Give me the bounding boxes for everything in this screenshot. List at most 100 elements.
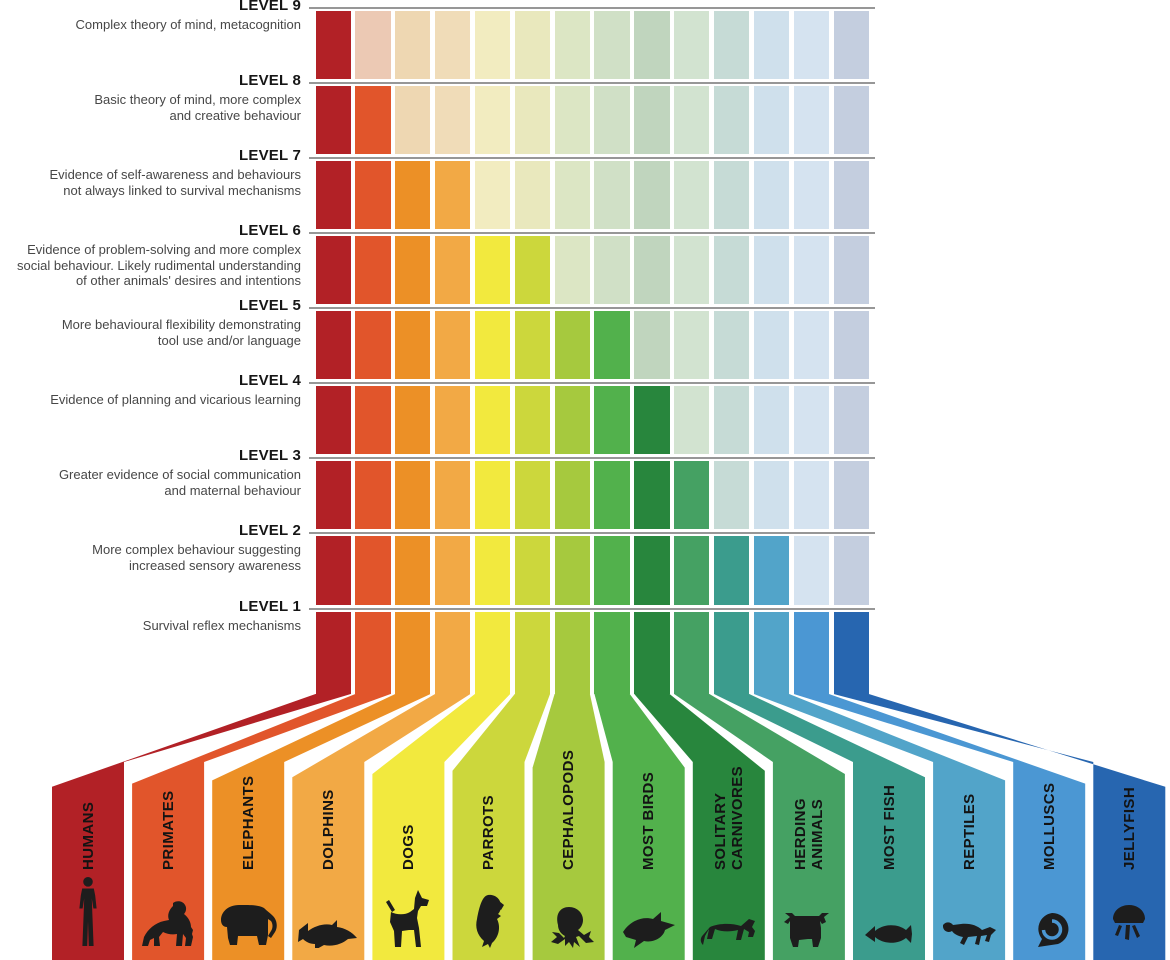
ribbon-cow xyxy=(674,694,845,960)
grid-cell xyxy=(634,86,670,154)
dolphin-icon xyxy=(298,920,358,948)
grid-cell xyxy=(833,461,869,529)
grid-cell xyxy=(634,461,670,529)
ribbon-flying-bird xyxy=(594,694,685,960)
grid-cell xyxy=(395,161,431,229)
level-description-2: More complex behaviour suggesting increa… xyxy=(92,542,301,573)
level-label-1: LEVEL 1 xyxy=(239,598,301,615)
grid-cell xyxy=(753,11,790,79)
grid-cell xyxy=(634,11,670,79)
grid-cell xyxy=(554,386,590,454)
grid-cell xyxy=(594,461,630,529)
grid-cell xyxy=(594,11,630,79)
animal-label: MOLLUSCS xyxy=(1040,782,1058,870)
ribbon-elephant xyxy=(212,694,431,960)
ribbon-lizard xyxy=(753,694,1006,960)
ribbon-big-cat xyxy=(634,694,765,960)
grid-cell xyxy=(355,161,391,229)
grid-cell xyxy=(714,461,750,529)
level-line-1 xyxy=(309,608,875,610)
grid-cell xyxy=(395,311,431,379)
grid-cell xyxy=(395,536,431,605)
grid-cell xyxy=(435,86,471,154)
grid-cell xyxy=(315,386,351,454)
animal-label: JELLYFISH xyxy=(1120,786,1138,870)
grid-cell xyxy=(714,536,750,605)
grid-cell xyxy=(474,536,511,605)
grid-cell xyxy=(435,161,471,229)
grid-cell xyxy=(674,612,710,694)
grid-cell xyxy=(793,236,829,304)
grid-cell xyxy=(554,236,590,304)
grid-cell xyxy=(435,461,471,529)
grid-cell xyxy=(793,311,829,379)
grid-cell xyxy=(514,236,551,304)
grid-cell xyxy=(355,536,391,605)
elephant-icon xyxy=(221,905,277,945)
grid-cell xyxy=(514,461,551,529)
grid-cell xyxy=(634,612,670,694)
grid-cell xyxy=(833,236,869,304)
grid-cell xyxy=(474,612,511,694)
animal-label: DOLPHINS xyxy=(319,789,337,870)
level-label-5: LEVEL 5 xyxy=(239,297,301,314)
grid-cell xyxy=(355,86,391,154)
grid-cell xyxy=(395,11,431,79)
ribbon-octopus xyxy=(532,694,605,960)
ribbon-primate xyxy=(132,694,391,960)
level-label-4: LEVEL 4 xyxy=(239,372,301,389)
grid-cell xyxy=(833,536,869,605)
grid-cell xyxy=(554,86,590,154)
grid-cell xyxy=(395,86,431,154)
animal-label: ELEPHANTS xyxy=(239,775,257,870)
dog-icon xyxy=(386,890,430,947)
level-line-4 xyxy=(309,382,875,384)
grid-cell xyxy=(474,311,511,379)
snail-shell-icon xyxy=(1038,912,1069,947)
grid-cell xyxy=(315,86,351,154)
grid-cell xyxy=(514,161,551,229)
grid-cell xyxy=(674,386,710,454)
grid-cell xyxy=(554,461,590,529)
grid-cell xyxy=(554,161,590,229)
grid-cell xyxy=(355,236,391,304)
grid-cell xyxy=(355,612,391,694)
level-line-2 xyxy=(309,532,875,534)
grid-cell xyxy=(395,612,431,694)
grid-cell xyxy=(753,536,790,605)
octopus-icon xyxy=(550,907,594,948)
grid-cell xyxy=(674,311,710,379)
grid-cell xyxy=(474,461,511,529)
grid-cell xyxy=(474,236,511,304)
level-label-2: LEVEL 2 xyxy=(239,522,301,539)
grid-cell xyxy=(435,536,471,605)
level-line-9 xyxy=(309,7,875,9)
grid-cell xyxy=(674,161,710,229)
grid-cell xyxy=(435,612,471,694)
level-description-7: Evidence of self-awareness and behaviour… xyxy=(49,167,301,198)
level-description-6: Evidence of problem-solving and more com… xyxy=(16,242,301,288)
grid-cell xyxy=(753,386,790,454)
grid-cell xyxy=(514,11,551,79)
lizard-icon xyxy=(943,922,997,945)
grid-cell xyxy=(594,612,630,694)
grid-cell xyxy=(753,161,790,229)
ribbon-dolphin xyxy=(292,694,471,960)
grid-cell xyxy=(793,161,829,229)
animal-label: HERDING ANIMALS xyxy=(791,798,826,870)
level-line-5 xyxy=(309,307,875,309)
level-description-4: Evidence of planning and vicarious learn… xyxy=(50,392,301,407)
grid-cell xyxy=(714,236,750,304)
fish-icon xyxy=(865,925,912,943)
grid-cell xyxy=(833,86,869,154)
grid-cell xyxy=(714,11,750,79)
grid-cell xyxy=(753,461,790,529)
animal-label: CEPHALOPODS xyxy=(560,749,578,870)
grid-cell xyxy=(514,612,551,694)
grid-cell xyxy=(714,161,750,229)
level-description-1: Survival reflex mechanisms xyxy=(142,618,301,633)
grid-cell xyxy=(554,612,590,694)
grid-cell xyxy=(833,386,869,454)
grid-cell xyxy=(753,311,790,379)
grid-cell xyxy=(315,612,351,694)
